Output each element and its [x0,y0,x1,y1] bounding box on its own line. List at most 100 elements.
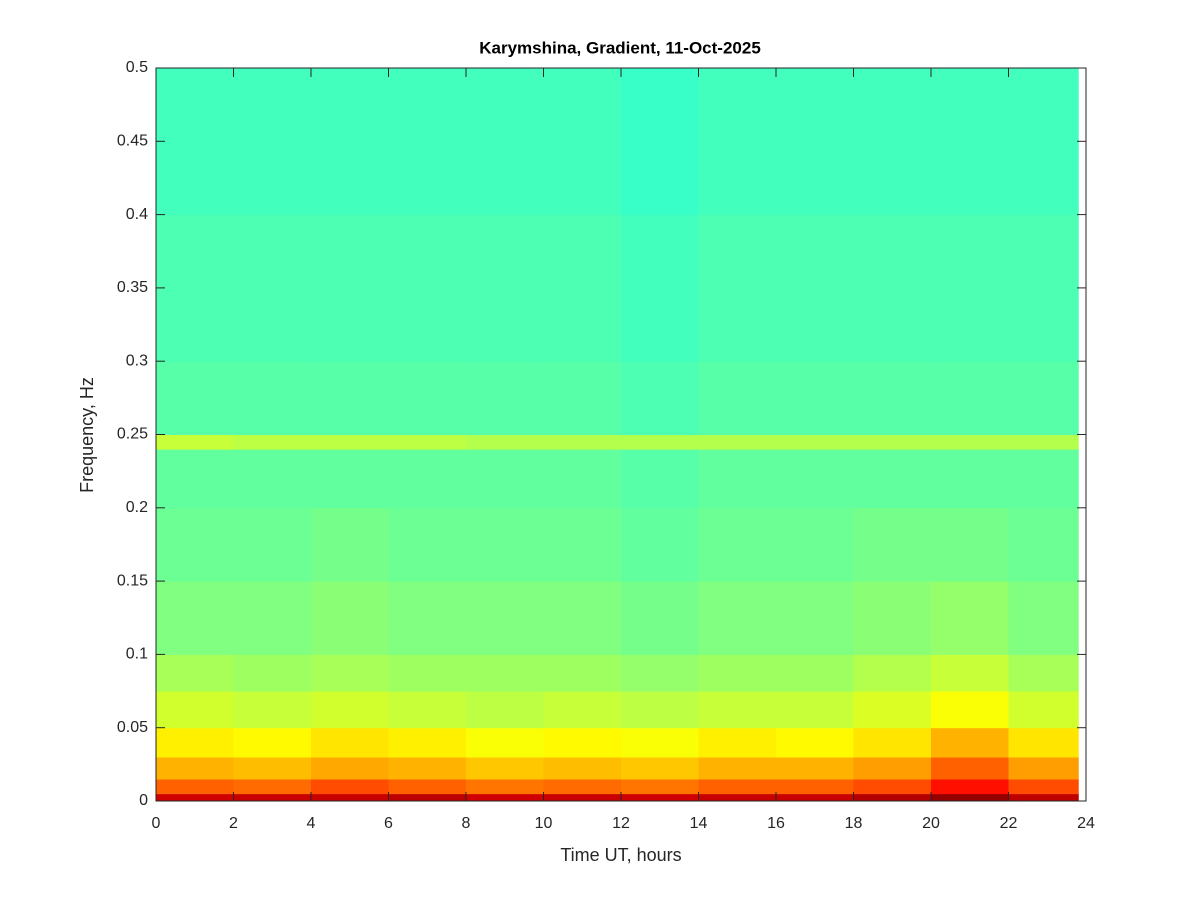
heatmap-cell [1008,434,1079,450]
heatmap-cell [776,581,854,655]
heatmap-cell [1008,581,1079,655]
heatmap-cell [543,691,622,729]
heatmap-cell [311,654,389,692]
x-tick-label: 10 [535,815,553,832]
heatmap-cell [931,449,1009,509]
heatmap-cell [931,214,1009,362]
heatmap-cell [388,581,467,655]
heatmap-cell [853,214,932,362]
x-tick-label: 12 [612,815,630,832]
heatmap-cell [698,449,777,509]
x-tick-label: 14 [690,815,708,832]
heatmap-cell [621,507,699,582]
heatmap-cell [931,68,1009,216]
heatmap-cell [931,757,1009,780]
heatmap-cell [388,691,467,729]
heatmap-cell [388,68,467,216]
heatmap-cell [388,793,467,802]
heatmap-cell [776,361,854,435]
heatmap-cell [853,654,932,692]
heatmap-cell [698,757,777,780]
y-tick-label: 0.05 [117,719,148,736]
y-tick-label: 0.25 [117,426,148,443]
heatmap-cell [388,727,467,758]
heatmap-cell [233,449,312,509]
heatmap-cell [233,68,312,216]
heatmap-cell [698,361,777,435]
heatmap-cell [156,757,234,780]
y-axis-label: Frequency, Hz [77,377,97,493]
heatmap-cell [156,361,234,435]
heatmap-cell [1008,691,1079,729]
heatmap-cell [466,654,544,692]
heatmap-cell [931,434,1009,450]
heatmap-cell [1008,449,1079,509]
heatmap-cell [698,507,777,582]
x-tick-label: 0 [152,815,161,832]
heatmap-cell [388,507,467,582]
heatmap-cell [543,757,622,780]
heatmap-cell [156,691,234,729]
heatmap-cell [698,779,777,795]
heatmap-cell [853,793,932,802]
heatmap-cell [388,757,467,780]
heatmap-cell [233,793,312,802]
heatmap-cell [466,214,544,362]
y-tick-label: 0.4 [126,206,148,223]
heatmap-cell [698,654,777,692]
heatmap-cell [233,507,312,582]
heatmap-cells [156,68,1079,802]
chart-title: Karymshina, Gradient, 11-Oct-2025 [479,38,761,57]
heatmap-cell [311,757,389,780]
heatmap-cell [931,727,1009,758]
y-tick-label: 0.3 [126,352,148,369]
heatmap-cell [621,449,699,509]
heatmap-cell [698,68,777,216]
heatmap-cell [233,691,312,729]
heatmap-cell [621,793,699,802]
heatmap-cell [1008,654,1079,692]
heatmap-cell [311,449,389,509]
heatmap-cell [156,779,234,795]
heatmap-cell [776,507,854,582]
heatmap-cell [311,793,389,802]
x-tick-label: 16 [767,815,785,832]
heatmap-cell [543,434,622,450]
y-tick-label: 0.15 [117,572,148,589]
y-tick-label: 0.1 [126,646,148,663]
y-tick-label: 0.45 [117,133,148,150]
heatmap-cell [233,779,312,795]
heatmap-cell [543,507,622,582]
heatmap-cell [776,654,854,692]
heatmap-cell [931,361,1009,435]
heatmap-cell [853,691,932,729]
heatmap-cell [698,691,777,729]
heatmap-cell [621,68,699,216]
heatmap-cell [931,507,1009,582]
heatmap-cell [543,361,622,435]
heatmap-cell [931,793,1009,802]
heatmap-cell [543,581,622,655]
heatmap-cell [776,68,854,216]
heatmap-cell [543,779,622,795]
heatmap-cell [233,361,312,435]
x-tick-label: 20 [922,815,940,832]
heatmap-cell [776,757,854,780]
heatmap-cell [621,434,699,450]
heatmap-cell [853,779,932,795]
heatmap-cell [543,68,622,216]
heatmap-cell [388,434,467,450]
heatmap-cell [853,757,932,780]
heatmap-cell [621,757,699,780]
heatmap-cell [776,434,854,450]
y-tick-label: 0.2 [126,499,148,516]
heatmap-cell [776,449,854,509]
heatmap-cell [233,727,312,758]
heatmap-cell [543,793,622,802]
heatmap-cell [156,507,234,582]
heatmap-cell [466,691,544,729]
x-tick-label: 18 [845,815,863,832]
heatmap-cell [698,793,777,802]
x-tick-label: 2 [229,815,238,832]
heatmap-cell [233,434,312,450]
